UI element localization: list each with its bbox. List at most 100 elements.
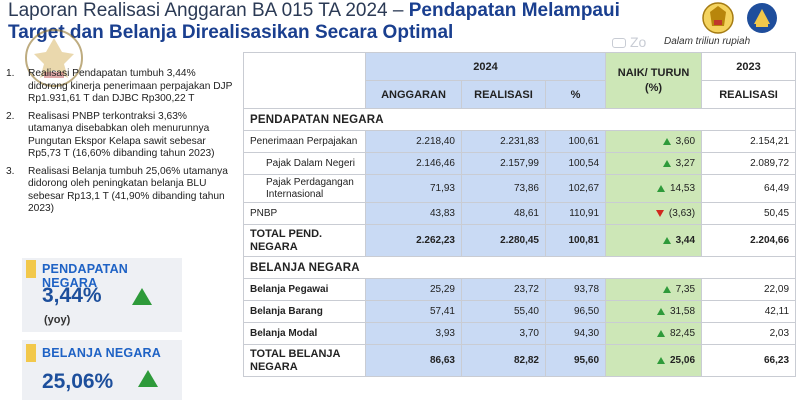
- up-arrow-icon: [138, 370, 158, 387]
- cell-realisasi: 3,70: [461, 322, 546, 345]
- naik-value: 14,53: [670, 182, 696, 194]
- header-realisasi-2023: REALISASI: [701, 80, 797, 109]
- kpi-value: 25,06%: [42, 370, 114, 393]
- cell-percent: 110,91: [544, 202, 607, 225]
- header-naik-turun: NAIK/ TURUN (%): [605, 52, 703, 109]
- zoom-watermark: Zo: [612, 34, 646, 50]
- cell-percent: 94,30: [544, 322, 607, 345]
- kpi-label: PENDAPATAN NEGARA: [42, 262, 129, 290]
- row-label: PNBP: [243, 202, 366, 225]
- section-row: BELANJA NEGARA: [242, 256, 797, 279]
- up-arrow-icon: [662, 159, 671, 167]
- cell-realisasi: 55,40: [461, 300, 546, 323]
- cell-percent: 93,78: [544, 278, 607, 301]
- table-row: PNBP 43,83 48,61 110,91 (3,63) 50,45: [243, 202, 797, 225]
- cell-naik-turun: 3,27: [605, 152, 703, 175]
- cell-naik-turun: 3,60: [605, 130, 703, 153]
- naik-value: 3,60: [675, 135, 696, 147]
- cell-anggaran: 43,83: [365, 202, 462, 225]
- cell-percent: 102,67: [544, 174, 607, 203]
- kpi-accent-bar: [26, 344, 36, 362]
- table-row: Belanja Barang 57,41 55,40 96,50 31,58 42,11: [243, 300, 797, 323]
- table-row: Pajak Perdagangan Internasional 71,93 73,8…: [243, 174, 797, 203]
- header-anggaran: ANGGARAN: [365, 80, 462, 109]
- naik-value: 7,35: [675, 283, 696, 295]
- up-arrow-icon: [657, 184, 665, 192]
- row-label: Belanja Barang: [243, 300, 366, 323]
- kpi-label: BELANJA NEGARA: [42, 346, 162, 360]
- header-blank: [243, 52, 366, 109]
- cell-realisasi: 2.157,99: [461, 152, 546, 175]
- row-label: Penerimaan Perpajakan: [243, 130, 366, 153]
- cell-realisasi: 48,61: [461, 202, 546, 225]
- cell-realisasi: 82,82: [461, 344, 546, 377]
- table-row: Penerimaan Perpajakan 2.218,40 2.231,83 100…: [243, 130, 797, 153]
- cell-anggaran: 2.218,40: [365, 130, 462, 153]
- cell-naik-turun: 7,35: [605, 278, 703, 301]
- unit-note: Dalam triliun rupiah: [664, 36, 751, 47]
- title-part-1: Laporan Realisasi Anggaran BA 015 TA 202…: [8, 0, 409, 21]
- cell-naik-turun: 82,45: [605, 322, 703, 345]
- cell-naik-turun: (3,63): [605, 202, 703, 225]
- cell-realisasi-2023: 22,09: [701, 278, 797, 301]
- kpi-accent-bar: [26, 260, 36, 278]
- header-year-2023: 2023: [701, 52, 797, 81]
- cell-realisasi-2023: 42,11: [701, 300, 797, 323]
- cell-anggaran: 86,63: [365, 344, 462, 377]
- row-label: Belanja Modal: [243, 322, 366, 345]
- cell-percent: 100,54: [544, 152, 607, 175]
- header-realisasi: REALISASI: [461, 80, 546, 109]
- cell-realisasi-2023: 2.154,21: [701, 130, 797, 153]
- total-row: TOTAL BELANJA NEGARA 86,63 82,82 95,60 25,06…: [243, 344, 797, 377]
- section-row: PENDAPATAN NEGARA: [242, 108, 797, 131]
- cell-naik-turun: 31,58: [605, 300, 703, 323]
- cell-realisasi-2023: 2,03: [701, 322, 797, 345]
- row-label: TOTAL PEND. NEGARA: [243, 224, 366, 257]
- cell-naik-turun: 25,06: [605, 344, 703, 377]
- row-label: Pajak Perdagangan Internasional: [243, 174, 366, 203]
- cell-anggaran: 2.146,46: [365, 152, 462, 175]
- cell-percent: 95,60: [544, 344, 607, 377]
- note-text: Realisasi PNBP terkontraksi 3,63% utaman…: [28, 110, 215, 160]
- cell-percent: 100,81: [544, 224, 607, 257]
- naik-value: (3,63): [668, 207, 696, 219]
- down-arrow-icon: [655, 209, 664, 217]
- naik-value: 3,44: [675, 234, 696, 246]
- cell-percent: 100,61: [544, 130, 607, 153]
- naik-value: 31,58: [670, 305, 696, 317]
- cell-realisasi-2023: 50,45: [701, 202, 797, 225]
- cell-anggaran: 2.262,23: [365, 224, 462, 257]
- naik-value: 82,45: [670, 327, 696, 339]
- cell-realisasi: 2.231,83: [461, 130, 546, 153]
- table-body: PENDAPATAN NEGARA Penerimaan Perpajakan 2.…: [242, 108, 797, 377]
- table-row: Belanja Modal 3,93 3,70 94,30 82,45 2,03: [243, 322, 797, 345]
- row-label: TOTAL BELANJA NEGARA: [243, 344, 366, 377]
- note-item: 1. Realisasi Pendapatan tumbuh 3,44% did…: [4, 68, 234, 106]
- section-label: PENDAPATAN NEGARA: [242, 108, 797, 131]
- up-arrow-icon: [657, 329, 665, 337]
- cell-anggaran: 71,93: [365, 174, 462, 203]
- budget-table: 2024 NAIK/ TURUN (%) 2023 ANGGARAN REALI…: [242, 52, 797, 377]
- cell-realisasi: 23,72: [461, 278, 546, 301]
- table-row: Pajak Dalam Negeri 2.146,46 2.157,99 100,54…: [243, 152, 797, 175]
- note-number: 1.: [6, 68, 15, 79]
- kpi-card-belanja: BELANJA NEGARA 25,06%: [22, 340, 182, 400]
- notes-list: 1. Realisasi Pendapatan tumbuh 3,44% did…: [4, 68, 234, 221]
- cell-realisasi-2023: 66,23: [701, 344, 797, 377]
- cell-realisasi-2023: 2.204,66: [701, 224, 797, 257]
- kpi-card-pendapatan: PENDAPATAN NEGARA 3,44% (yoy): [22, 258, 182, 332]
- naik-value: 3,27: [675, 157, 696, 169]
- cell-realisasi-2023: 2.089,72: [701, 152, 797, 175]
- kpi-yoy: (yoy): [44, 314, 71, 326]
- cell-realisasi: 2.280,45: [461, 224, 546, 257]
- row-label: Belanja Pegawai: [243, 278, 366, 301]
- title-line-2: Target dan Belanja Direalisasikan Secara…: [8, 22, 454, 43]
- slide-title: Laporan Realisasi Anggaran BA 015 TA 202…: [8, 0, 688, 43]
- cell-realisasi: 73,86: [461, 174, 546, 203]
- header-percent: %: [544, 80, 607, 109]
- header-year-2024: 2024: [364, 52, 607, 81]
- up-arrow-icon: [662, 236, 671, 244]
- title-part-2: Pendapatan Melampaui: [408, 0, 620, 21]
- cell-anggaran: 57,41: [365, 300, 462, 323]
- ministry-logos-icon: [702, 2, 777, 34]
